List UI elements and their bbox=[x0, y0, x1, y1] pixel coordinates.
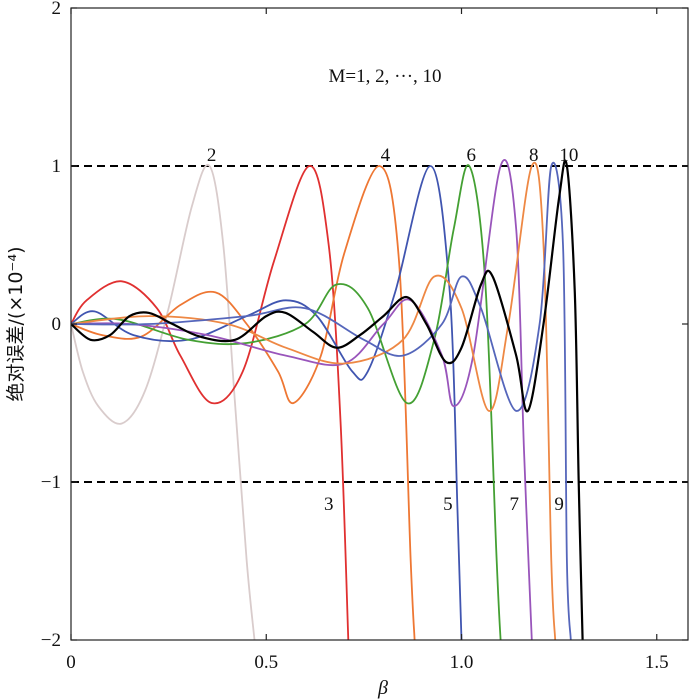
x-axis: 0 0.5 1.0 1.5 bbox=[66, 8, 669, 673]
curve-label-10: 10 bbox=[559, 145, 578, 166]
chart-annotation: M=1, 2, ···, 10 bbox=[328, 66, 441, 87]
curve-label-5: 5 bbox=[443, 494, 453, 515]
x-tick-label: 0.5 bbox=[254, 652, 278, 673]
curve-label-9: 9 bbox=[554, 494, 564, 515]
series-line-8 bbox=[71, 161, 557, 640]
series-lines bbox=[71, 159, 584, 640]
curve-labels: 2 4 6 8 10 3 5 7 9 bbox=[207, 145, 579, 515]
x-tick-label: 1.5 bbox=[645, 652, 669, 673]
curve-label-2: 2 bbox=[207, 145, 217, 166]
curve-label-8: 8 bbox=[529, 145, 539, 166]
series-line-6 bbox=[71, 164, 502, 640]
curve-label-7: 7 bbox=[509, 494, 519, 515]
y-tick-label: −2 bbox=[41, 630, 61, 651]
series-line-7 bbox=[71, 159, 533, 640]
y-axis: −2 −1 0 1 2 bbox=[41, 0, 688, 651]
x-tick-label: 1.0 bbox=[450, 652, 474, 673]
y-axis-label: 绝对误差/(×10⁻⁴) bbox=[5, 247, 27, 402]
reference-lines bbox=[71, 165, 688, 483]
x-tick-label: 0 bbox=[66, 652, 76, 673]
series-line-4 bbox=[71, 165, 416, 640]
y-tick-label: 1 bbox=[52, 156, 62, 177]
series-line-9 bbox=[71, 161, 572, 640]
series-line-3 bbox=[71, 165, 350, 640]
y-tick-label: −1 bbox=[41, 472, 61, 493]
x-axis-label: β bbox=[377, 677, 388, 699]
series-line-5 bbox=[71, 165, 463, 640]
curve-label-4: 4 bbox=[381, 145, 391, 166]
y-tick-label: 2 bbox=[52, 0, 62, 19]
curve-label-6: 6 bbox=[467, 145, 477, 166]
curve-label-3: 3 bbox=[324, 494, 334, 515]
y-tick-label: 0 bbox=[52, 314, 62, 335]
series-line-10 bbox=[71, 159, 584, 640]
series-line-2 bbox=[71, 163, 256, 640]
